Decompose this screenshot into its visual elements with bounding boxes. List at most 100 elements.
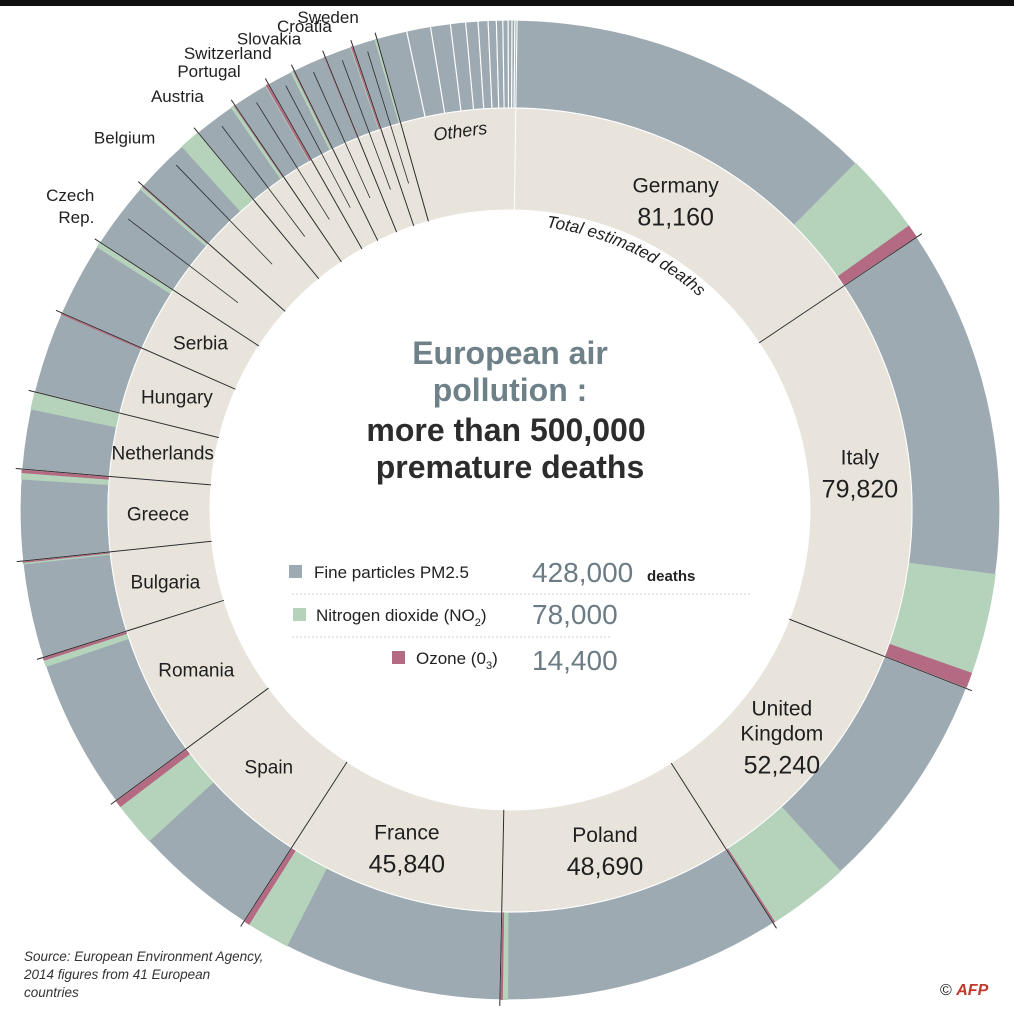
leader-line-belgium (175, 164, 273, 265)
country-label-czech-rep: Czech (46, 186, 94, 205)
country-label-austria: Austria (151, 87, 204, 106)
country-divider (137, 181, 286, 312)
o3-segment-czech-rep (141, 185, 209, 245)
o3-segment-portugal (265, 83, 312, 162)
no2-segment-spain (120, 753, 214, 842)
country-total-germany: 81,160 (637, 203, 713, 231)
country-total-poland: 48,690 (567, 853, 643, 881)
chart-title-line-3: more than 500,000 (366, 412, 645, 448)
copyright-symbol: © (940, 982, 952, 999)
no2-segment-sweden (374, 38, 401, 124)
legend-unit-deaths: deaths (647, 568, 695, 585)
legend-value-o3: 14,400 (532, 645, 618, 676)
country-divider (789, 618, 973, 692)
country-total-italy: 79,820 (822, 476, 898, 504)
leader-line-switzerland (285, 85, 351, 208)
country-divider (16, 540, 212, 563)
no2-segment-portugal (264, 85, 310, 162)
country-label-poland: Poland (572, 824, 637, 847)
no2-segment-hungary (60, 314, 142, 350)
no2-segment-germany (793, 162, 909, 277)
country-divider (230, 99, 342, 263)
o3-segment-germany (837, 225, 917, 287)
country-divider (55, 309, 236, 390)
country-label-spain: Spain (245, 757, 294, 778)
o3-segment-spain (115, 748, 191, 808)
no2-segment-greece (20, 473, 110, 485)
country-label-bulgaria: Bulgaria (131, 573, 201, 594)
no2-segment-bulgaria (22, 553, 111, 565)
country-label-united-kingdom: United (752, 698, 813, 721)
country-label-germany: Germany (632, 174, 719, 197)
top-rule (0, 0, 1014, 6)
country-label-switzerland: Switzerland (184, 44, 272, 63)
inner-ring-totals (107, 107, 913, 913)
no2-segment-united-kingdom (727, 806, 841, 923)
country-label-netherlands: Netherlands (111, 444, 213, 465)
country-divider (322, 50, 398, 233)
o3-segment-france (243, 847, 296, 925)
country-label-italy: Italy (841, 447, 880, 470)
no2-segment-croatia (349, 46, 380, 131)
no2-segment-romania (43, 633, 130, 668)
country-label-serbia: Serbia (173, 333, 228, 354)
country-divider (240, 761, 348, 927)
legend-label-no2: Nitrogen dioxide (NO2) (316, 606, 487, 629)
leader-line-croatia (341, 60, 391, 190)
outer-segment-others-9 (502, 19, 510, 109)
outer-ring-pollutants (19, 19, 1001, 1001)
country-total-france: 45,840 (369, 851, 445, 879)
inner-segment-others (400, 107, 517, 222)
chart-title-line-4: premature deaths (376, 449, 645, 485)
legend-value-no2: 78,000 (532, 599, 618, 630)
country-divider (94, 238, 260, 347)
country-label-slovakia: Slovakia (237, 30, 302, 49)
country-label-romania: Romania (158, 661, 234, 682)
legend-pm25: Fine particles PM2.5 428,000 deaths (289, 557, 695, 588)
no2-segment-france (249, 850, 328, 947)
no2-segment-czech-rep (139, 186, 208, 247)
country-label-sweden: Sweden (297, 8, 358, 27)
legend-swatch-pm25 (289, 565, 302, 578)
country-divider (374, 32, 429, 222)
o3-segment-croatia (350, 45, 382, 130)
o3-segment-united-kingdom (725, 848, 776, 924)
source-note: Source: European Environment Agency, 201… (24, 949, 264, 1000)
country-label-czech-rep: Rep. (58, 208, 94, 227)
country-divider (290, 64, 379, 241)
no2-segment-netherlands (30, 392, 120, 428)
no2-segment-switzerland (290, 70, 332, 151)
no2-segment-austria (230, 105, 284, 180)
country-label-belgium: Belgium (94, 129, 155, 148)
legend-o3: Ozone (03) 14,400 (392, 645, 618, 676)
country-total-united-kingdom: 52,240 (744, 752, 820, 780)
country-divider (36, 599, 225, 660)
legend-swatch-o3 (392, 651, 405, 664)
country-label-greece: Greece (127, 505, 189, 526)
chart-title-line-1: European air (412, 335, 608, 371)
country-divider (350, 40, 415, 227)
country-label-croatia: Croatia (277, 17, 332, 36)
legend-swatch-no2 (293, 608, 306, 621)
o3-segment-greece (21, 469, 110, 480)
leader-line-austria (221, 125, 306, 237)
no2-segment-italy (889, 562, 996, 673)
leader-line-czech-rep (127, 218, 239, 304)
chart-title-line-2: pollution : (433, 372, 588, 408)
country-divider (264, 78, 363, 250)
center-panel: European air pollution : more than 500,0… (289, 335, 752, 676)
country-divider (499, 809, 505, 1006)
no2-segment-slovakia (323, 56, 358, 139)
leader-line-portugal (256, 102, 330, 220)
afp-logo: AFP (956, 982, 989, 999)
country-divider (193, 127, 320, 280)
country-divider (670, 762, 777, 929)
country-label-portugal: Portugal (177, 62, 240, 81)
no2-segment-poland (502, 911, 509, 1000)
leader-line-sweden (367, 51, 409, 184)
country-dividers (15, 32, 973, 1006)
country-label-hungary: Hungary (141, 387, 213, 408)
country-divider (758, 233, 923, 344)
country-divider (110, 687, 269, 805)
